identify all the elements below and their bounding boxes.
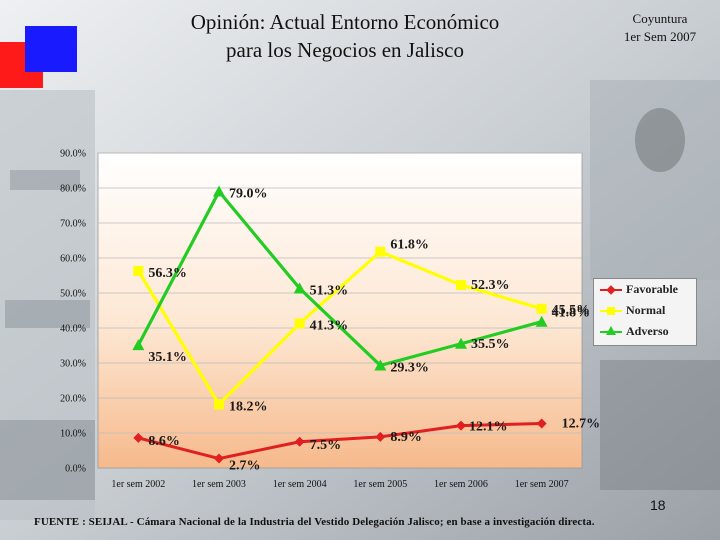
- y-tick-label: 20.0%: [60, 394, 86, 405]
- legend-item-adverso: Adverso: [594, 321, 696, 342]
- marker-favorable: [375, 431, 386, 442]
- marker-favorable: [456, 420, 466, 431]
- page-number: 18: [650, 497, 666, 513]
- y-tick-label: 90.0%: [60, 149, 86, 160]
- legend-label-favorable: Favorable: [626, 282, 678, 296]
- series-line-favorable: [137, 422, 542, 461]
- marker-adverso: [374, 359, 387, 371]
- legend-label-adverso: Adverso: [626, 324, 669, 338]
- blue-square-decoration: [25, 26, 77, 72]
- data-label: 35.5%: [471, 337, 510, 352]
- page-title: Opinión: Actual Entorno Económico para l…: [150, 8, 540, 64]
- marker-favorable: [133, 432, 144, 443]
- coyuntura-line-2: 1er Sem 2007: [623, 29, 697, 44]
- y-tick-label: 0.0%: [65, 464, 86, 475]
- marker-favorable: [294, 436, 305, 447]
- title-line-1: Opinión: Actual Entorno Económico: [190, 10, 500, 34]
- data-label: 35.1%: [148, 350, 187, 365]
- x-tick-label: 1er sem 2002: [111, 479, 165, 490]
- marker-normal: [536, 303, 547, 314]
- data-label: 2.7%: [229, 459, 261, 474]
- marker-normal: [294, 318, 305, 329]
- data-label: 45.5%: [552, 303, 591, 318]
- marker-adverso: [455, 337, 467, 349]
- data-label: 12.7%: [562, 417, 601, 432]
- y-tick-label: 40.0%: [60, 324, 86, 335]
- data-label: 79.0%: [229, 187, 268, 202]
- legend-item-normal: Normal: [594, 300, 696, 321]
- data-label: 51.3%: [310, 283, 349, 298]
- marker-adverso: [293, 282, 306, 294]
- x-tick-label: 1er sem 2005: [353, 479, 407, 490]
- plot-area: [97, 152, 583, 469]
- marker-normal: [375, 246, 386, 257]
- legend-label-normal: Normal: [626, 303, 666, 317]
- data-label: 52.3%: [471, 278, 510, 293]
- coyuntura-label: Coyuntura 1er Sem 2007: [610, 10, 710, 46]
- title-line-2: para los Negocios en Jalisco: [226, 38, 464, 62]
- marker-normal: [214, 399, 224, 410]
- data-label: 18.2%: [229, 399, 268, 414]
- x-tick-label: 1er sem 2003: [192, 479, 246, 490]
- source-note: FUENTE : SEIJAL - Cámara Nacional de la …: [34, 516, 595, 528]
- data-label: 56.3%: [148, 266, 187, 281]
- data-label: 41.8%: [552, 306, 591, 321]
- marker-adverso: [132, 339, 145, 351]
- coyuntura-line-1: Coyuntura: [632, 11, 688, 26]
- data-label: 7.5%: [310, 438, 342, 453]
- y-tick-label: 30.0%: [60, 359, 86, 370]
- legend-item-favorable: Favorable: [594, 279, 696, 300]
- marker-favorable: [536, 418, 547, 429]
- data-label: 61.8%: [390, 238, 429, 253]
- series-line-adverso: [136, 189, 543, 368]
- marker-favorable: [214, 453, 224, 464]
- legend-marker-normal: [607, 307, 615, 315]
- chart-legend: Favorable Normal Adverso: [593, 278, 697, 346]
- y-tick-label: 50.0%: [60, 289, 86, 300]
- legend-marker-favorable: [606, 285, 616, 295]
- marker-adverso: [213, 185, 225, 197]
- data-label: 41.3%: [310, 318, 349, 333]
- marker-normal: [133, 265, 144, 276]
- x-tick-label: 1er sem 2007: [515, 479, 569, 490]
- y-tick-label: 80.0%: [60, 184, 86, 195]
- marker-normal: [456, 279, 466, 290]
- legend-marker-adverso: [606, 326, 616, 335]
- x-tick-label: 1er sem 2006: [434, 479, 488, 490]
- marker-adverso: [535, 315, 548, 327]
- y-tick-label: 70.0%: [60, 219, 86, 230]
- data-label: 29.3%: [390, 360, 429, 375]
- data-label: 8.6%: [148, 434, 180, 449]
- y-tick-label: 60.0%: [60, 254, 86, 265]
- y-tick-label: 10.0%: [60, 429, 86, 440]
- x-tick-label: 1er sem 2004: [273, 479, 327, 490]
- data-label: 8.9%: [390, 430, 422, 445]
- series-line-normal: [136, 250, 543, 406]
- data-label: 12.1%: [469, 420, 508, 435]
